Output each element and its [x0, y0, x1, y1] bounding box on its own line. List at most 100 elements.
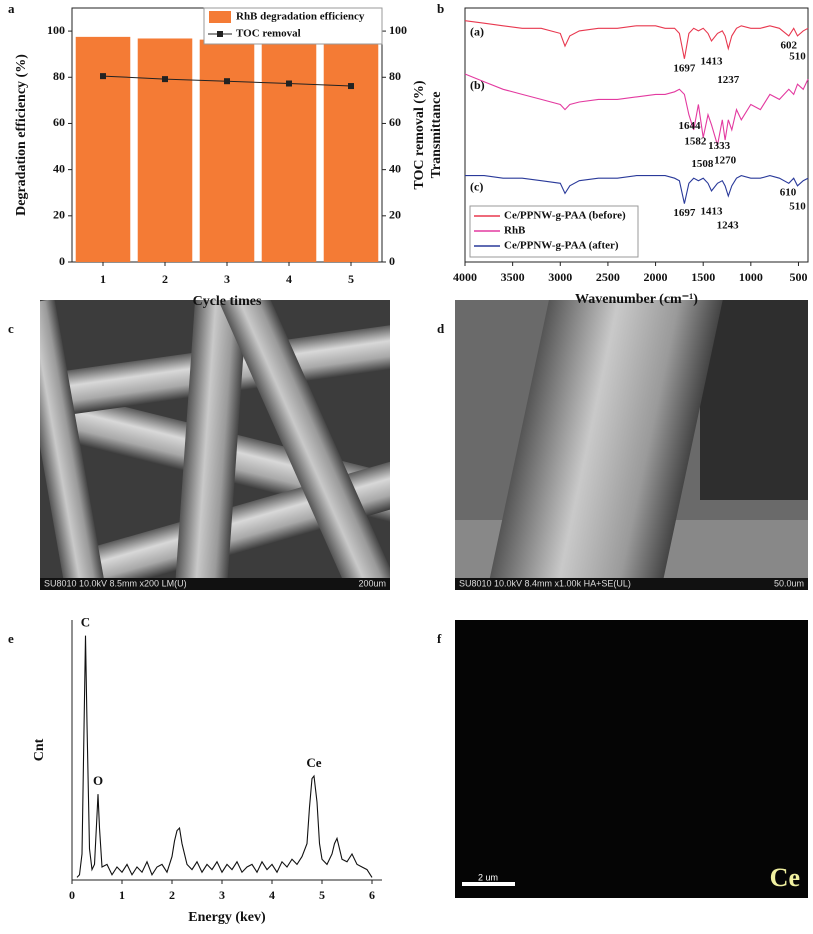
peak-label: 1243 — [717, 220, 740, 232]
y-axis-label: Degradation efficiency (%) — [14, 54, 29, 216]
y2-tick-label: 40 — [389, 161, 401, 175]
peak-label: 1270 — [714, 155, 737, 167]
x-tick-label: 1 — [119, 888, 125, 902]
y2-tick-label: 60 — [389, 115, 401, 129]
trace-label: (a) — [470, 24, 484, 38]
y2-tick-label: 80 — [389, 69, 401, 83]
scale-bar — [462, 882, 515, 886]
y2-tick-label: 20 — [389, 208, 401, 222]
x-tick-label: 1500 — [691, 270, 715, 284]
peak-label: 510 — [789, 50, 806, 62]
peak-label: 1644 — [678, 120, 701, 132]
legend-swatch — [209, 11, 231, 23]
y-tick-label: 60 — [53, 115, 65, 129]
y-tick-label: 40 — [53, 161, 65, 175]
x-tick-label: 2000 — [644, 270, 668, 284]
sem-image-d — [455, 300, 808, 590]
scale-label: 2 um — [478, 872, 498, 882]
bar — [75, 36, 131, 263]
x-tick-label: 4000 — [453, 270, 477, 284]
peak-label: O — [93, 773, 103, 788]
legend-label: Ce/PPNW-g-PAA (after) — [504, 240, 619, 252]
x-tick-label: 2 — [162, 272, 168, 286]
plot-frame — [464, 7, 809, 263]
y2-tick-label: 100 — [389, 23, 407, 37]
panel-label: e — [8, 631, 14, 646]
sem-info: SU8010 10.0kV 8.4mm x1.00k HA+SE(UL) — [459, 578, 631, 588]
x-tick-label: 1 — [100, 272, 106, 286]
line-marker — [286, 80, 292, 87]
x-tick-label: 4 — [269, 888, 275, 902]
line-marker — [100, 73, 106, 80]
y-tick-label: 0 — [59, 254, 65, 268]
panel-label: b — [437, 1, 444, 16]
x-tick-label: 5 — [319, 888, 325, 902]
x-tick-label: 500 — [789, 270, 807, 284]
line-marker — [348, 83, 354, 90]
y-tick-label: 100 — [47, 23, 65, 37]
x-tick-label: 4 — [286, 272, 292, 286]
x-tick-label: 0 — [69, 888, 75, 902]
bar — [137, 38, 193, 263]
peak-label: 1582 — [684, 135, 707, 147]
legend-box — [203, 7, 383, 45]
peak-label: 1413 — [700, 205, 723, 217]
bar — [323, 41, 379, 263]
spectrum — [76, 635, 373, 878]
y-tick-label: 80 — [53, 69, 65, 83]
bar — [261, 40, 317, 262]
eds-map — [455, 620, 808, 898]
peak-label: Ce — [306, 755, 321, 770]
peak-label: 1508 — [691, 158, 714, 170]
x-tick-label: 3 — [219, 888, 225, 902]
trace-label: (b) — [470, 78, 485, 92]
x-tick-label: 3 — [224, 272, 230, 286]
x-tick-label: 3500 — [501, 270, 525, 284]
bar — [199, 39, 255, 262]
spectrum — [464, 73, 809, 146]
x-tick-label: 3000 — [548, 270, 572, 284]
x-tick-label: 2500 — [596, 270, 620, 284]
x-axis-label: Wavenumber (cm⁻¹) — [575, 292, 698, 307]
x-tick-label: 6 — [369, 888, 375, 902]
sem-scale: 50.0um — [774, 578, 804, 588]
peak-label: C — [81, 615, 90, 630]
spectrum — [465, 175, 809, 204]
line-marker — [162, 76, 168, 83]
sem-scale: 200um — [358, 578, 386, 588]
sem-image-c — [40, 300, 390, 590]
panel-label: f — [437, 631, 442, 646]
y2-axis-label: TOC removal (%) — [412, 80, 427, 189]
legend-label: Ce/PPNW-g-PAA (before) — [504, 210, 626, 222]
peak-label: 1413 — [700, 56, 723, 68]
peak-label: 1697 — [673, 62, 696, 74]
y-axis-label: Transmittance — [429, 92, 444, 179]
peak-label: 1237 — [717, 74, 740, 86]
element-label: Ce — [770, 863, 800, 892]
x-axis-label: Energy (kev) — [188, 910, 266, 925]
x-tick-label: 2 — [169, 888, 175, 902]
y-tick-label: 20 — [53, 208, 65, 222]
legend-label: RhB degradation efficiency — [236, 11, 365, 23]
spectrum — [464, 20, 809, 59]
peak-label: 610 — [780, 186, 797, 198]
panel-label: d — [437, 321, 445, 336]
line-marker — [224, 78, 230, 85]
peak-label: 1697 — [673, 207, 696, 219]
panel-label: c — [8, 321, 14, 336]
x-tick-label: 5 — [348, 272, 354, 286]
peak-label: 602 — [781, 39, 798, 51]
y-axis-label: Cnt — [32, 738, 47, 761]
x-axis-label: Cycle times — [193, 294, 262, 309]
trace-label: (c) — [470, 179, 483, 193]
panel-label: a — [8, 1, 15, 16]
peak-label: 1333 — [708, 140, 731, 152]
sem-info: SU8010 10.0kV 8.5mm x200 LM(U) — [44, 578, 187, 588]
legend-marker — [217, 31, 223, 37]
legend-label: RhB — [504, 225, 526, 237]
x-tick-label: 1000 — [739, 270, 763, 284]
y2-tick-label: 0 — [389, 254, 395, 268]
legend-label: TOC removal — [236, 28, 301, 40]
peak-label: 510 — [789, 200, 806, 212]
